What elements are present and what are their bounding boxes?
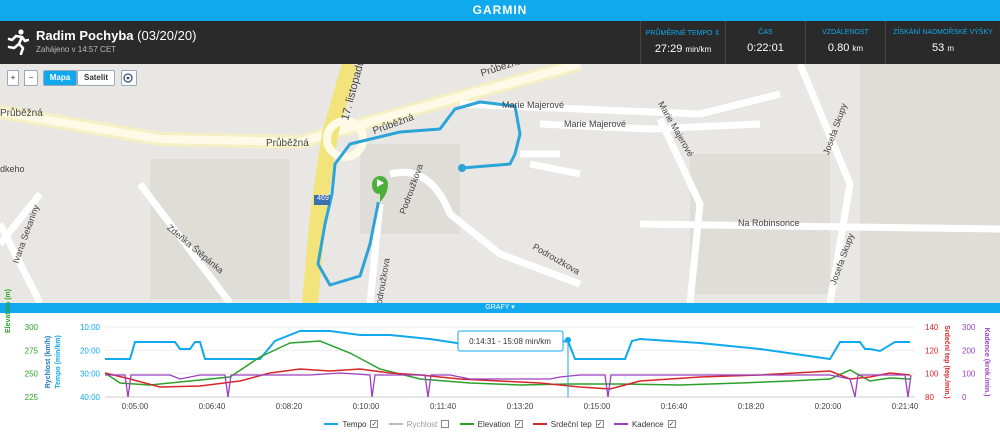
legend-cadence[interactable]: Kadence ✓ — [613, 419, 676, 429]
satellite-mode-button[interactable]: Satelit — [77, 70, 115, 86]
heart-rate-tick-label: 100 — [925, 370, 939, 379]
street-label: Na Robinsonce — [738, 218, 800, 228]
map-canvas[interactable] — [0, 64, 1000, 303]
runner-icon — [7, 29, 29, 55]
stat-value: 0:22:01 — [747, 42, 784, 54]
x-tick-label: 0:21:40 — [892, 402, 919, 411]
stat-label: PRŮMĚRNÉ TEMPO ⇕ — [645, 30, 721, 37]
chart-legend: Tempo ✓ Rychlost Elevation ✓ Srdeční tep ✓ … — [0, 418, 1000, 432]
tooltip-box — [457, 330, 564, 352]
activity-chart[interactable]: 0:05:00 0:06:40 0:08:20 0:10:00 0:11:40 0:13:… — [0, 289, 1000, 441]
street-label: Marie Majerové — [502, 100, 565, 110]
cadence-tick-label: 200 — [962, 346, 976, 355]
tempo-tick-label: 10:00 — [80, 323, 101, 332]
cadence-series-line — [105, 372, 912, 398]
street-label: Průběžná — [0, 108, 43, 119]
legend-tempo[interactable]: Tempo ✓ — [324, 419, 379, 429]
legend-heart-rate[interactable]: Srdeční tep ✓ — [532, 419, 604, 429]
legend-label: Tempo — [342, 419, 367, 429]
activity-header: Radim Pochyba (03/20/20) Zahájeno v 14:5… — [0, 21, 1000, 64]
legend-label: Elevation — [477, 419, 511, 429]
cadence-tick-label: 100 — [962, 370, 976, 379]
tempo-tick-label: 40:00 — [80, 393, 101, 402]
elevation-axis-label: Elevation (m) — [5, 289, 12, 333]
cadence-tick-label: 0 — [962, 393, 967, 402]
stat-avg-pace[interactable]: PRŮMĚRNÉ TEMPO ⇕ 27:29 min/km — [640, 21, 725, 64]
stat-unit: min/km — [685, 45, 712, 54]
activity-date: (03/20/20) — [137, 28, 197, 43]
zoom-in-button[interactable]: + — [7, 70, 19, 86]
stat-label: ČAS — [758, 29, 773, 36]
tempo-tick-label: 30:00 — [80, 370, 101, 379]
elevation-tick-label: 275 — [25, 346, 39, 355]
stat-value: 0.80 — [827, 42, 850, 54]
checkbox-icon[interactable] — [441, 420, 450, 428]
checkbox-icon[interactable]: ✓ — [370, 420, 379, 428]
elevation-tick-label: 300 — [25, 323, 39, 332]
stat-unit: km — [852, 44, 864, 53]
checkbox-icon[interactable]: ✓ — [514, 420, 523, 428]
street-label: dkeho — [0, 164, 25, 174]
map-mode-button[interactable]: Mapa — [43, 70, 77, 86]
road-number: 469 — [317, 195, 329, 202]
tempo-axis-label: Tempo (min/km) — [55, 335, 62, 389]
heart-rate-axis-label: Srdeční tep (tep./min.) — [943, 325, 950, 399]
legend-speed[interactable]: Rychlost — [388, 419, 450, 429]
tooltip-text: 0:14:31 - 15:08 min/km — [469, 337, 551, 346]
street-label: Marie Majerové — [564, 119, 627, 129]
cadence-axis-label: Kadence (krok./min.) — [983, 328, 990, 397]
x-tick-label: 0:08:20 — [276, 402, 303, 411]
elevation-tick-label: 225 — [25, 393, 39, 402]
x-tick-label: 0:05:00 — [122, 402, 149, 411]
legend-label: Kadence — [631, 419, 664, 429]
legend-label: Rychlost — [406, 419, 438, 429]
hover-marker-dot — [565, 337, 571, 343]
cadence-tick-label: 300 — [962, 323, 976, 332]
stat-distance: VZDÁLENOST 0.80 km — [805, 21, 885, 64]
tempo-tick-label: 20:00 — [80, 346, 101, 355]
x-tick-label: 0:11:40 — [430, 402, 457, 411]
x-tick-label: 0:10:00 — [353, 402, 380, 411]
charts-toggle-label: GRAFY ▾ — [485, 304, 515, 311]
fullscreen-icon[interactable] — [121, 70, 137, 86]
route-map[interactable]: Průběžná Průběžná Průběžná Průběžná Mari… — [0, 64, 1000, 303]
speed-axis-label: Rychlost (km/h) — [45, 336, 52, 389]
activity-name: Radim Pochyba — [36, 28, 134, 43]
activity-start-time: Zahájeno v 14:57 CET — [36, 45, 117, 54]
heart-rate-tick-label: 80 — [925, 393, 934, 402]
street-label: Průběžná — [266, 138, 309, 149]
zoom-out-button[interactable]: − — [24, 70, 38, 86]
stat-label: ZÍSKÁNÍ NADMOŘSKÉ VÝŠKY — [893, 29, 993, 36]
checkbox-icon[interactable]: ✓ — [667, 420, 676, 428]
stat-value: 27:29 — [654, 43, 683, 55]
brand-logo: GARMIN — [472, 3, 528, 17]
charts-toggle[interactable]: GRAFY ▾ — [0, 303, 1000, 313]
stat-label: VZDÁLENOST — [822, 29, 869, 36]
x-tick-label: 0:18:20 — [738, 402, 765, 411]
activity-title: Radim Pochyba (03/20/20) — [36, 28, 196, 43]
checkbox-icon[interactable]: ✓ — [595, 420, 604, 428]
x-tick-label: 0:06:40 — [199, 402, 226, 411]
heart-rate-tick-label: 120 — [925, 346, 939, 355]
stat-value: 53 — [932, 42, 945, 54]
x-tick-label: 0:20:00 — [815, 402, 842, 411]
legend-elevation[interactable]: Elevation ✓ — [459, 419, 523, 429]
x-tick-label: 0:15:00 — [584, 402, 611, 411]
x-tick-label: 0:16:40 — [661, 402, 688, 411]
heart-rate-series-line — [104, 368, 911, 390]
elevation-tick-label: 250 — [25, 370, 39, 379]
x-tick-label: 0:13:20 — [507, 402, 534, 411]
legend-label: Srdeční tep — [550, 419, 592, 429]
stat-elevation-gain: ZÍSKÁNÍ NADMOŘSKÉ VÝŠKY 53 m — [885, 21, 1000, 64]
stat-time: ČAS 0:22:01 — [725, 21, 805, 64]
heart-rate-tick-label: 140 — [925, 323, 939, 332]
stat-unit: m — [947, 44, 954, 53]
garmin-brand-bar: GARMIN — [0, 0, 1000, 21]
chart-canvas[interactable]: 0:05:00 0:06:40 0:08:20 0:10:00 0:11:40 0:13:… — [0, 313, 1000, 418]
